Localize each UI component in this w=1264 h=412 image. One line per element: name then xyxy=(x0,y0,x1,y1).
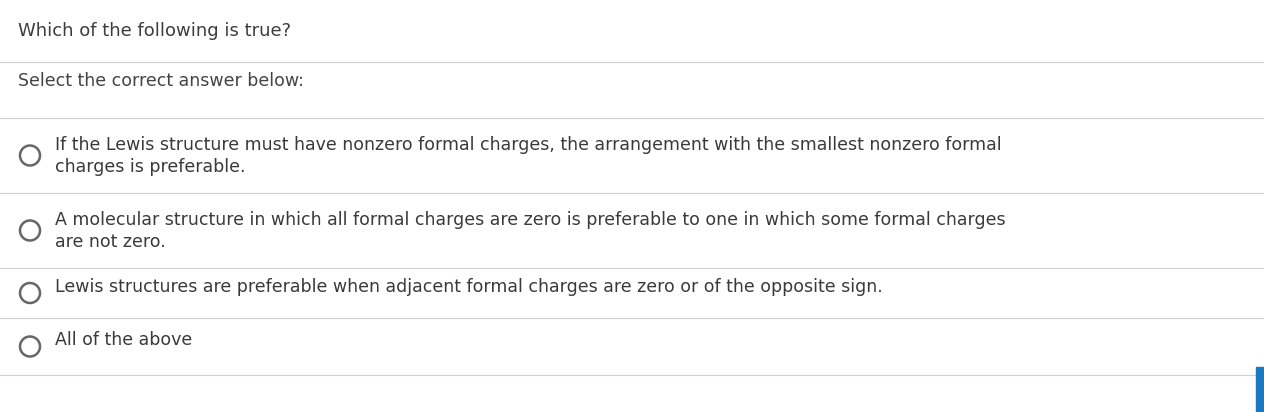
Bar xyxy=(1256,367,1264,412)
Text: If the Lewis structure must have nonzero formal charges, the arrangement with th: If the Lewis structure must have nonzero… xyxy=(56,136,1001,154)
Text: charges is preferable.: charges is preferable. xyxy=(56,157,245,176)
Text: Lewis structures are preferable when adjacent formal charges are zero or of the : Lewis structures are preferable when adj… xyxy=(56,278,882,296)
Text: A molecular structure in which all formal charges are zero is preferable to one : A molecular structure in which all forma… xyxy=(56,211,1006,229)
Text: All of the above: All of the above xyxy=(56,331,192,349)
Text: Select the correct answer below:: Select the correct answer below: xyxy=(18,72,303,90)
Text: Which of the following is true?: Which of the following is true? xyxy=(18,22,291,40)
Text: are not zero.: are not zero. xyxy=(56,232,166,250)
